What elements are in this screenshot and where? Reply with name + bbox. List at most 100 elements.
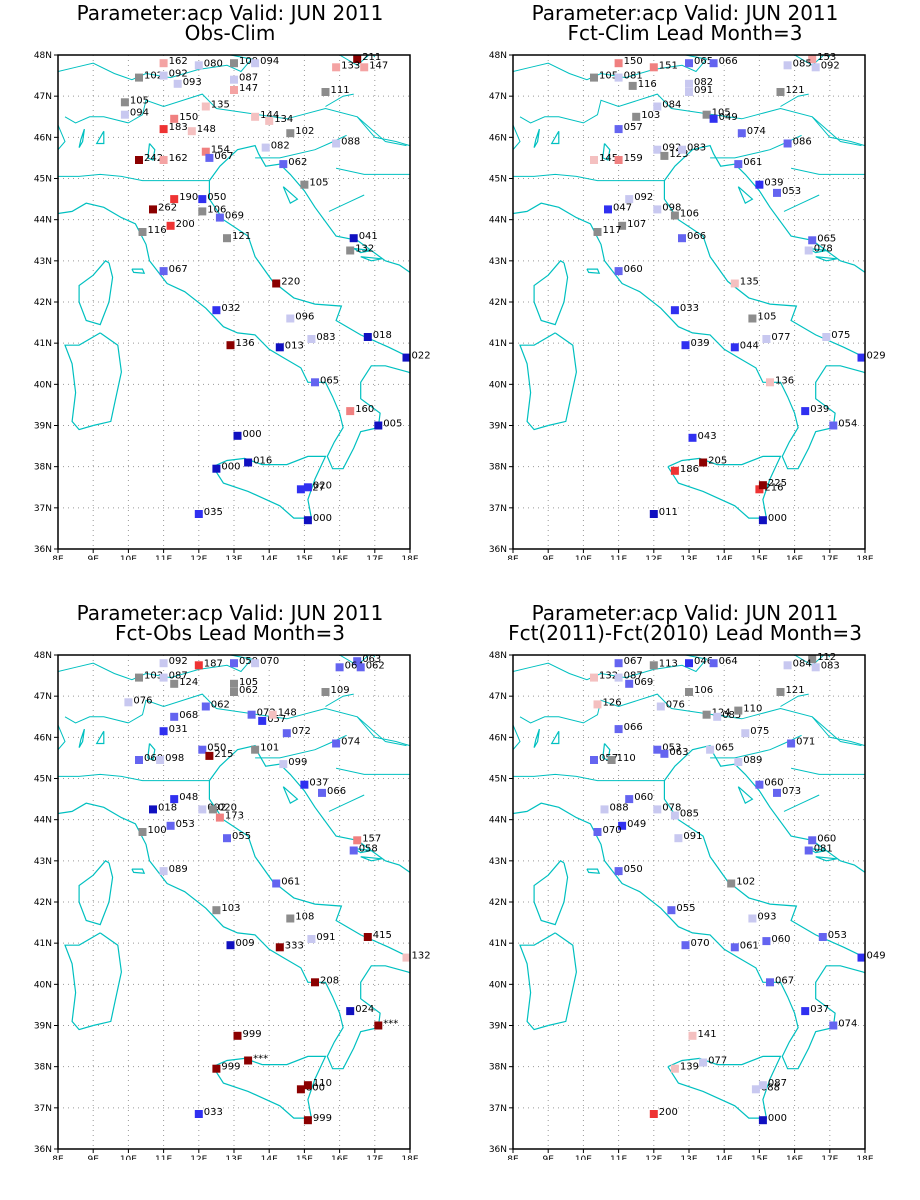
station-marker	[346, 1007, 355, 1016]
station-value-label: 067	[624, 656, 643, 667]
station-value-label: 081	[814, 844, 833, 855]
station-marker	[265, 116, 274, 125]
station-value-label: 121	[786, 85, 805, 96]
station-marker	[275, 943, 284, 952]
station-marker	[685, 79, 693, 88]
station-value-label: 061	[743, 157, 762, 168]
station-marker	[614, 267, 623, 276]
station-marker	[353, 55, 362, 64]
station-value-label: 211	[362, 52, 381, 63]
border-line	[513, 211, 514, 212]
station-marker	[159, 267, 168, 276]
coastline	[131, 868, 146, 874]
station-value-label: 333	[285, 940, 304, 951]
station-value-label: 053	[782, 186, 801, 197]
station-value-label: 087	[239, 73, 258, 84]
station-value-label: 102	[295, 126, 314, 137]
station-marker	[402, 953, 411, 962]
station-value-label: 024	[355, 1004, 374, 1015]
station-value-label: 999	[221, 1062, 240, 1073]
coastline	[586, 868, 601, 874]
station-marker	[730, 343, 739, 352]
station-value-label: 050	[624, 864, 643, 875]
station-value-label: 094	[260, 56, 279, 67]
station-marker	[251, 659, 260, 668]
y-tick-label: 46N	[489, 733, 507, 743]
station-marker	[660, 151, 669, 160]
station-marker	[755, 485, 764, 494]
station-value-label: 109	[239, 56, 258, 67]
station-marker	[194, 510, 203, 518]
station-value-label: 135	[211, 100, 230, 111]
border-line	[241, 55, 244, 56]
x-tick-label: 16E	[786, 555, 803, 560]
station-value-label: 013	[285, 340, 304, 351]
station-value-label: 105	[309, 178, 328, 189]
station-marker	[730, 279, 739, 288]
station-marker	[215, 813, 224, 822]
station-marker	[614, 725, 623, 734]
station-value-label: 018	[158, 802, 177, 813]
coastline	[586, 268, 601, 274]
station-marker	[625, 795, 634, 804]
y-tick-label: 39N	[34, 1022, 52, 1032]
station-marker	[159, 156, 168, 164]
station-value-label: 092	[169, 656, 188, 667]
station-value-label: 053	[176, 819, 195, 830]
station-marker	[286, 129, 295, 138]
x-tick-label: 17E	[366, 1155, 383, 1160]
station-marker	[212, 906, 221, 915]
y-tick-label: 41N	[489, 939, 507, 949]
station-marker	[670, 306, 679, 315]
station-value-label: 032	[221, 303, 240, 314]
station-marker	[618, 821, 627, 830]
station-value-label: 082	[694, 77, 713, 88]
y-tick-label: 38N	[34, 463, 52, 473]
station-marker	[674, 834, 683, 843]
station-marker	[678, 145, 686, 154]
station-marker	[653, 805, 662, 814]
border-line	[513, 655, 708, 681]
station-marker	[822, 333, 831, 341]
station-marker	[748, 914, 757, 923]
station-value-label: 074	[838, 1019, 857, 1030]
station-marker	[244, 458, 253, 467]
station-value-label: 065	[715, 743, 734, 754]
station-value-label: 000	[243, 429, 262, 440]
station-marker	[149, 805, 157, 814]
station-marker	[776, 88, 785, 96]
station-marker	[332, 739, 341, 748]
station-value-label: 225	[768, 478, 787, 489]
y-tick-label: 47N	[34, 92, 52, 102]
station-value-label: ***	[253, 1054, 268, 1065]
station-value-label: 124	[179, 677, 198, 688]
y-tick-label: 40N	[34, 980, 52, 990]
border-line	[519, 93, 714, 124]
station-value-label: 141	[698, 1029, 717, 1040]
x-tick-label: 13E	[225, 555, 242, 560]
station-value-label: 071	[796, 737, 815, 748]
station-marker	[706, 745, 715, 754]
station-value-label: 112	[817, 652, 836, 663]
station-marker	[681, 341, 690, 350]
station-value-label: 135	[740, 277, 759, 288]
coastline	[78, 728, 85, 748]
y-tick-label: 46N	[34, 133, 52, 143]
station-value-label: 091	[683, 831, 702, 842]
station-marker	[811, 63, 820, 72]
station-marker	[170, 195, 179, 204]
station-marker	[614, 156, 623, 164]
station-marker	[709, 114, 718, 123]
station-marker	[332, 63, 341, 72]
station-value-label: 092	[634, 192, 653, 203]
station-value-label: 073	[782, 786, 801, 797]
station-marker	[300, 180, 309, 189]
station-marker	[751, 1085, 760, 1094]
coastline	[737, 186, 754, 205]
station-value-label: 062	[366, 660, 385, 671]
station-value-label: 800	[306, 1082, 325, 1093]
station-marker	[804, 246, 813, 255]
station-marker	[787, 739, 796, 748]
station-marker	[303, 1116, 312, 1125]
